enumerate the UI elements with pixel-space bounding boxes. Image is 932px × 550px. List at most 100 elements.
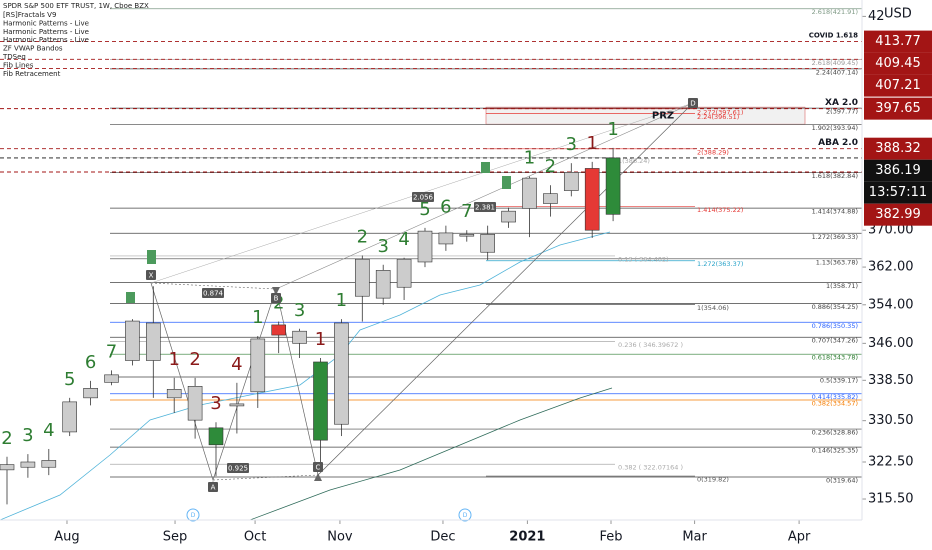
dividend-marker xyxy=(458,508,472,522)
ratio-label: 2.056 xyxy=(413,194,434,202)
candle-body xyxy=(375,270,391,299)
candle-body xyxy=(125,320,140,361)
level-label: 0.414(335.82) xyxy=(812,393,858,401)
td-count: 1 xyxy=(586,133,597,154)
level-label: 0(319.64) xyxy=(826,477,858,485)
price-label: 413.77 xyxy=(875,34,921,49)
signal-flag xyxy=(481,162,490,173)
td-count: 4 xyxy=(398,229,409,250)
y-tick-label: 322.50 xyxy=(868,454,914,469)
fib-levels: 2.618(421.91) 2.618(409.45)2.24(407.14) 2(… xyxy=(0,8,862,485)
ratio-label: 2.381 xyxy=(475,204,495,212)
candle-body xyxy=(459,234,475,237)
level-label: 2.618(421.91) xyxy=(812,8,858,16)
y-tick-label: 315.50 xyxy=(868,492,914,507)
price-label-box xyxy=(864,137,932,160)
pivot-marker xyxy=(314,473,322,481)
indicator-name: ZF VWAP Bandos xyxy=(3,45,63,53)
ratio-box xyxy=(412,192,434,202)
indicator-name: TDSeq xyxy=(2,53,26,61)
candle-body xyxy=(480,234,495,253)
candle-body xyxy=(584,168,600,231)
y-tick-label: 370.00 xyxy=(868,223,914,238)
candle-body xyxy=(501,210,516,223)
td-count: 2 xyxy=(1,428,12,449)
level-label: 2.24(396.51) xyxy=(697,113,739,121)
average-line xyxy=(249,387,613,521)
candle-body xyxy=(417,230,433,263)
ratio-box xyxy=(474,202,496,212)
pattern-point-box xyxy=(208,482,218,492)
candle-body xyxy=(543,193,558,204)
candle-body xyxy=(83,388,98,399)
level-label: 1.272(369.33) xyxy=(812,233,858,241)
pattern-point-box xyxy=(313,462,323,472)
candle-body xyxy=(313,361,328,441)
level-label: 0.886(354.25) xyxy=(812,303,858,311)
price-label: 386.19 xyxy=(875,163,921,178)
symbol-title: SPDR S&P 500 ETF TRUST, 1W, Cboe BZX xyxy=(3,2,149,10)
indicator-name: Harmonic Patterns - Live xyxy=(3,36,89,44)
candle-body xyxy=(145,322,161,361)
level-label: 0(319.82) xyxy=(697,476,729,484)
td-count: 2 xyxy=(545,156,556,177)
pattern-point: C xyxy=(316,464,321,472)
td-count: 1 xyxy=(607,119,618,140)
td-count: 7 xyxy=(461,201,472,222)
signal-flag xyxy=(502,176,511,189)
td-count: 6 xyxy=(440,197,451,218)
indicator-name: Fib Lines xyxy=(3,61,34,69)
td-count: 3 xyxy=(22,425,33,446)
pattern-point: X xyxy=(149,272,154,280)
td-count: 1 xyxy=(336,290,347,311)
td-count: 2 xyxy=(357,226,368,247)
td-count: 1 xyxy=(315,329,326,350)
candle-body xyxy=(354,258,370,297)
y-tick-label: 338.50 xyxy=(868,373,914,388)
level-label: 1(358.71) xyxy=(826,282,858,290)
level-label: 1.902(393.94) xyxy=(812,124,858,132)
price-label: 397.65 xyxy=(875,101,921,116)
td-count: 3 xyxy=(294,300,305,321)
x-tick-label: Sep xyxy=(163,530,188,545)
pattern-point: B xyxy=(274,295,279,303)
td-count: 2 xyxy=(273,293,284,314)
td-count: 6 xyxy=(85,352,96,373)
x-tick-label: Oct xyxy=(244,530,266,545)
candle-body xyxy=(208,427,224,446)
candle-body xyxy=(250,338,266,393)
level-label: 0.786(350.35) xyxy=(812,322,858,330)
candle-body xyxy=(334,322,349,425)
price-label: 388.32 xyxy=(875,141,921,156)
ratio-label: 0.925 xyxy=(228,465,248,473)
price-label-box xyxy=(864,30,932,53)
y-unit: USD xyxy=(884,7,912,22)
td-count: 4 xyxy=(43,420,54,441)
level-label: 2.618(409.45) xyxy=(812,59,858,67)
pattern-name: COVID 1.618 xyxy=(809,32,858,40)
price-label-box xyxy=(864,52,932,75)
level-label: 1.13(363.78) xyxy=(816,258,858,266)
signal-flag xyxy=(126,292,135,303)
indicator-name: Harmonic Patterns - Live xyxy=(3,28,89,36)
signal-flag xyxy=(147,250,156,264)
indicator-name: Harmonic Patterns - Live xyxy=(3,19,89,27)
price-label-box xyxy=(864,74,932,97)
pattern xyxy=(0,102,694,522)
price-label: 407.21 xyxy=(875,78,921,93)
level-label: 0.707(347.26) xyxy=(812,337,858,345)
candle-body xyxy=(396,258,412,288)
level-label: 1.272(363.37) xyxy=(697,260,743,268)
candles xyxy=(0,147,621,505)
td-count: 3 xyxy=(377,236,388,257)
price-label-box xyxy=(864,181,932,204)
price-label-box xyxy=(864,203,932,226)
level-label: 0.146(325.35) xyxy=(812,447,858,455)
x-tick-label: Nov xyxy=(327,530,353,545)
pattern-name: XA 2.0 xyxy=(825,98,858,108)
td-count: 3 xyxy=(566,134,577,155)
td-count: 5 xyxy=(419,199,430,220)
candle-body xyxy=(292,330,307,344)
